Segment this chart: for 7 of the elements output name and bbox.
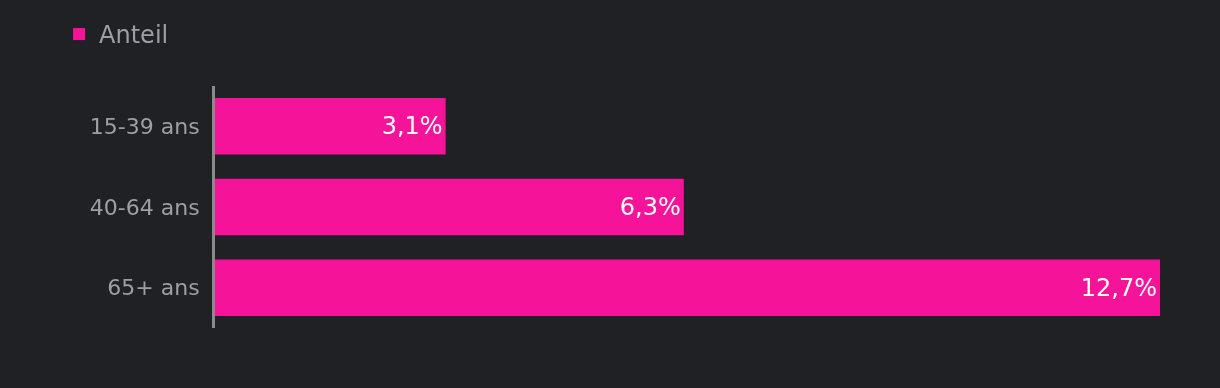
data-label: 6,3%: [619, 193, 681, 221]
y-tick-label: 65+ ans: [107, 275, 200, 301]
y-tick-label: 40-64 ans: [89, 194, 200, 220]
data-label: 12,7%: [1080, 273, 1157, 302]
y-tick-label: 15-39 ans: [89, 114, 200, 140]
legend-label: Anteil: [99, 21, 169, 50]
data-label: 3,1%: [381, 112, 443, 141]
